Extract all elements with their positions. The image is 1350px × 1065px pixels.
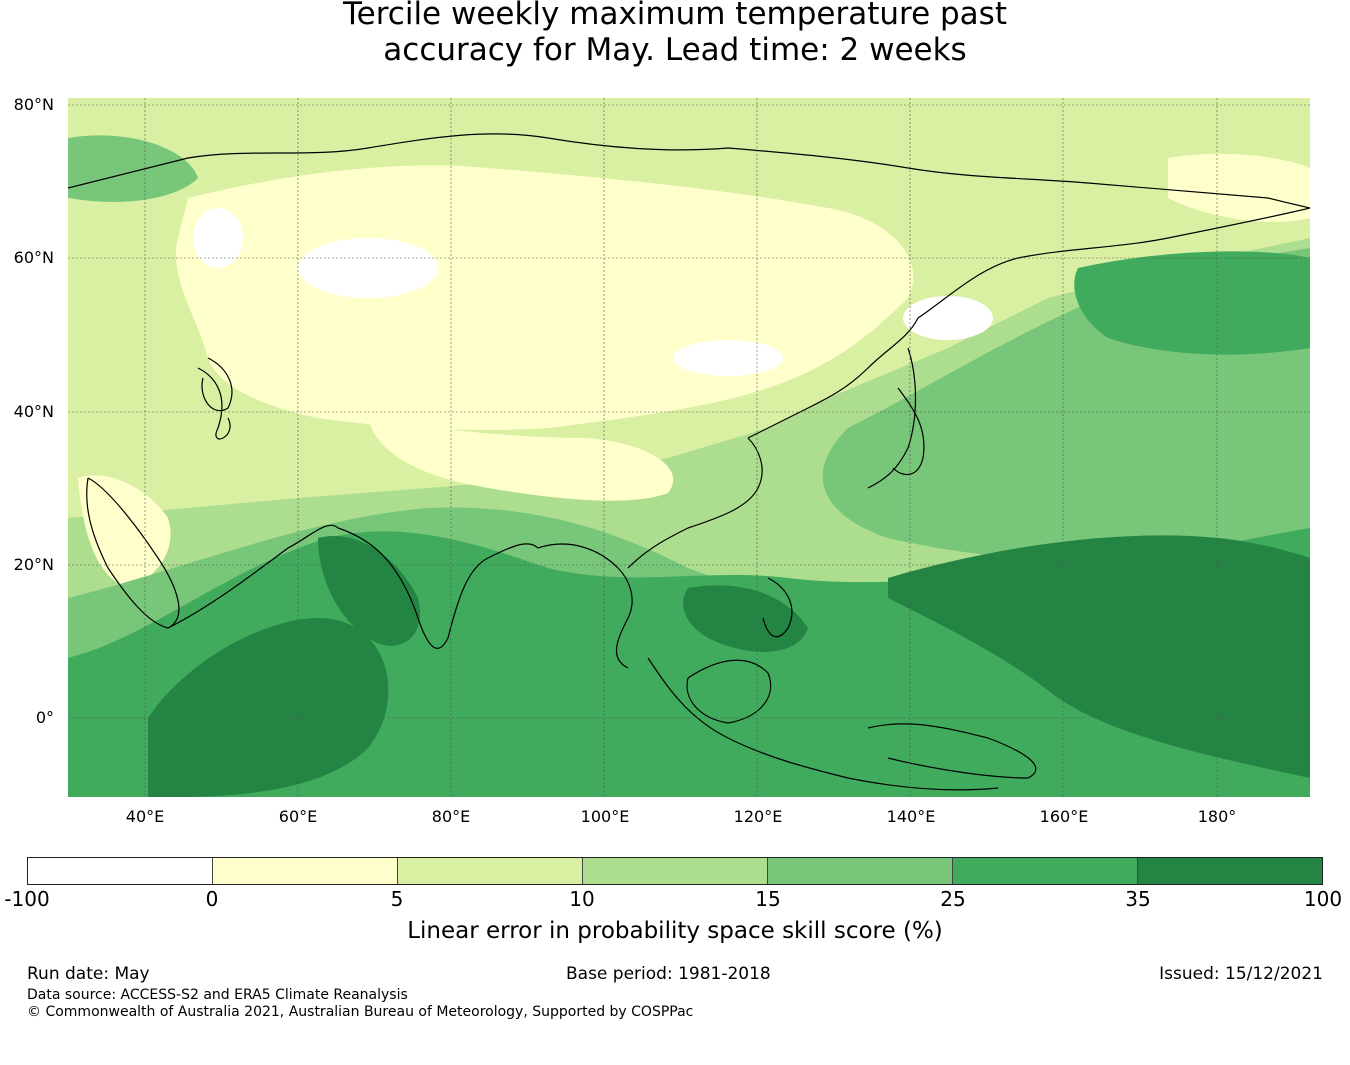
colorbar-swatch (1138, 858, 1322, 884)
lon-label-140e: 140°E (886, 807, 936, 826)
colorbar-swatch (398, 858, 583, 884)
title-line-2: accuracy for May. Lead time: 2 weeks (383, 32, 967, 68)
region-arabia-low-skill (78, 475, 171, 588)
run-date: Run date: May (27, 964, 150, 984)
lat-label-40n: 40°N (13, 402, 54, 421)
region-south-china-sea-very-high (683, 585, 808, 652)
colorbar-tick: 5 (390, 887, 404, 911)
region-no-skill-okhotsk (903, 296, 993, 340)
region-arctic-coast-low-skill (1168, 153, 1310, 222)
colorbar-label: Linear error in probability space skill … (407, 918, 943, 944)
skill-score-map (68, 98, 1310, 797)
colorbar (27, 857, 1323, 885)
region-arctic-mid-skill (68, 135, 198, 202)
chart-title: Tercile weekly maximum temperature past … (0, 0, 1350, 68)
region-indian-ocean-very-high (148, 618, 389, 797)
data-source: Data source: ACCESS-S2 and ERA5 Climate … (27, 987, 408, 1003)
lon-label-180: 180° (1197, 807, 1237, 826)
colorbar-tick: 100 (1303, 887, 1343, 911)
colorbar-tick: -100 (4, 887, 50, 911)
colorbar-tick: 15 (755, 887, 781, 911)
lon-label-80e: 80°E (431, 807, 471, 826)
colorbar-swatch (583, 858, 768, 884)
colorbar-tick: 10 (569, 887, 595, 911)
lon-label-40e: 40°E (125, 807, 165, 826)
lat-label-60n: 60°N (13, 248, 54, 267)
title-line-1: Tercile weekly maximum temperature past (342, 0, 1007, 32)
issued-date: Issued: 15/12/2021 (1159, 964, 1323, 984)
lon-label-160e: 160°E (1039, 807, 1089, 826)
colorbar-tick: 0 (205, 887, 219, 911)
colorbar-swatch (28, 858, 213, 884)
lon-label-120e: 120°E (733, 807, 783, 826)
coastlines (68, 133, 1310, 791)
region-pacific-high-skill (1074, 251, 1310, 355)
base-period: Base period: 1981-2018 (566, 964, 771, 984)
lat-label-0: 0° (35, 708, 54, 727)
lat-label-80n: 80°N (13, 95, 54, 114)
region-no-skill-west-siberia (298, 238, 438, 298)
map-canvas (68, 98, 1310, 797)
colorbar-tick: 35 (1125, 887, 1151, 911)
colorbar-swatch (953, 858, 1138, 884)
region-no-skill-scandinavia (193, 208, 243, 268)
region-bay-of-bengal-very-high (318, 536, 420, 646)
region-no-skill-mongolia (673, 340, 783, 376)
colorbar-swatch (213, 858, 398, 884)
lat-label-20n: 20°N (13, 555, 54, 574)
lon-label-60e: 60°E (278, 807, 318, 826)
colorbar-tick: 25 (940, 887, 966, 911)
graticule (68, 98, 1310, 797)
region-west-pacific-very-high (888, 535, 1310, 778)
copyright-notice: © Commonwealth of Australia 2021, Austra… (27, 1004, 694, 1020)
lon-label-100e: 100°E (580, 807, 630, 826)
colorbar-swatch (768, 858, 953, 884)
region-central-asia-low-skill (368, 418, 674, 501)
